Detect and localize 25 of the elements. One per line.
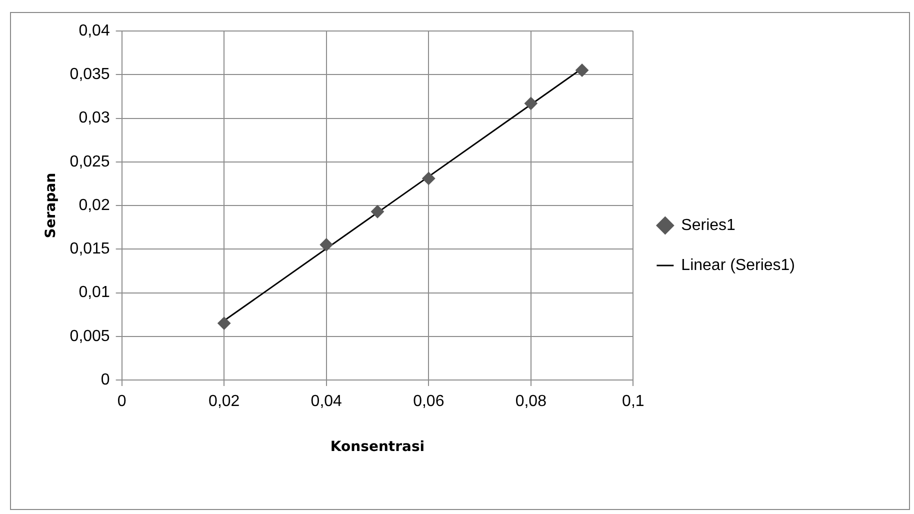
point <box>524 96 538 110</box>
y-tick-label: 0,02 <box>78 196 110 214</box>
point <box>320 238 333 252</box>
x-tick-label: 0,06 <box>413 393 444 410</box>
legend-label: Series1 <box>681 216 736 234</box>
x-tick-label: 0,02 <box>208 393 240 410</box>
y-tick-label: 0,005 <box>70 328 110 345</box>
point <box>422 172 436 185</box>
y-tick-label: 0,03 <box>78 110 110 127</box>
x-tick-label: 0,04 <box>310 393 342 410</box>
x-axis-title: Konsentrasi <box>330 439 425 456</box>
y-tick-label: 0,015 <box>70 240 110 258</box>
x-tick-label: 0,08 <box>515 393 547 410</box>
point <box>576 64 589 77</box>
y-tick-label: 0,025 <box>70 153 110 170</box>
point <box>371 205 384 218</box>
y-tick-label: 0,01 <box>78 284 110 302</box>
x-tick-label: 0,1 <box>622 393 644 410</box>
y-tick-label: 0 <box>100 371 110 388</box>
legend-label: Linear (Series1) <box>681 256 795 274</box>
point <box>218 316 231 330</box>
y-tick-label: 0,04 <box>78 22 110 40</box>
y-tick-label: 0,035 <box>70 66 110 84</box>
y-axis-title: Serapan <box>43 172 60 238</box>
x-tick-label: 0 <box>117 393 126 410</box>
